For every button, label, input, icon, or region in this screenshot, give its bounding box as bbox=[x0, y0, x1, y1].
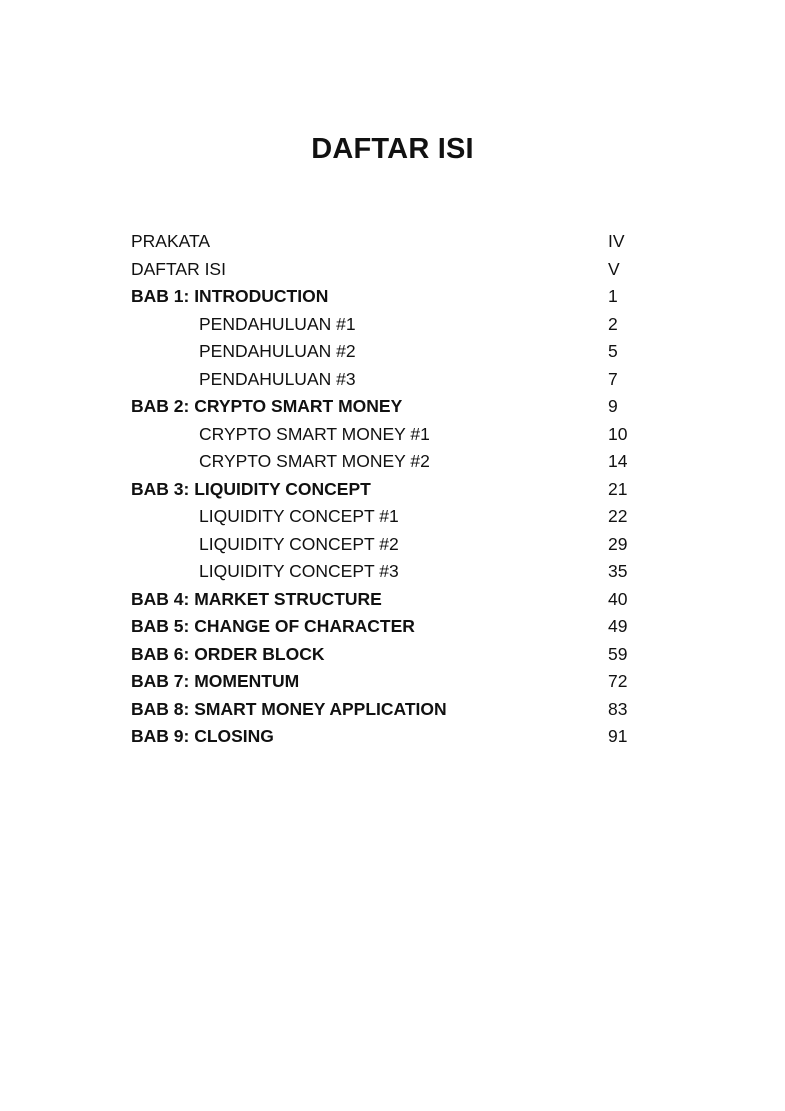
toc-entry: BAB 6: ORDER BLOCK 59 bbox=[131, 641, 651, 669]
toc-entry-page-number: 91 bbox=[608, 726, 628, 746]
toc-entry-label: PENDAHULUAN #1 bbox=[199, 313, 356, 334]
toc-entry-page-number: 49 bbox=[608, 616, 628, 636]
toc-entry-label: BAB 7: MOMENTUM bbox=[131, 671, 300, 691]
toc-entry: BAB 2: CRYPTO SMART MONEY 9 bbox=[131, 393, 651, 421]
toc-entry-label: BAB 3: LIQUIDITY CONCEPT bbox=[131, 478, 371, 499]
toc-entry-page-number: 29 bbox=[608, 533, 628, 554]
toc-entry-page-number: 9 bbox=[608, 396, 618, 416]
toc-entry-label: PENDAHULUAN #3 bbox=[199, 368, 356, 389]
toc-entry: BAB 8: SMART MONEY APPLICATION 83 bbox=[131, 696, 651, 724]
toc-entry-label: BAB 2: CRYPTO SMART MONEY bbox=[131, 396, 403, 416]
toc-entry-label: CRYPTO SMART MONEY #2 bbox=[199, 451, 430, 471]
toc-entry-page-number: 5 bbox=[608, 341, 618, 361]
toc-entry-page-number: 14 bbox=[608, 451, 628, 471]
toc-entry: LIQUIDITY CONCEPT #3 35 bbox=[131, 558, 651, 586]
toc-entry-page-number: 22 bbox=[608, 506, 628, 526]
table-of-contents: PRAKATA IV DAFTAR ISI V BAB 1: INTRODUCTION 1… bbox=[131, 228, 651, 751]
toc-entry-label: BAB 4: MARKET STRUCTURE bbox=[131, 588, 382, 609]
toc-entry: LIQUIDITY CONCEPT #2 29 bbox=[131, 531, 651, 559]
toc-entry-page-number: 21 bbox=[608, 478, 628, 499]
toc-entry-label: BAB 6: ORDER BLOCK bbox=[131, 643, 325, 664]
toc-entry-page-number: 59 bbox=[608, 643, 628, 664]
toc-entry-label: LIQUIDITY CONCEPT #3 bbox=[199, 561, 399, 581]
toc-entry-page-number: 2 bbox=[608, 313, 618, 334]
toc-entry-label: BAB 9: CLOSING bbox=[131, 726, 274, 746]
toc-entry: BAB 9: CLOSING 91 bbox=[131, 723, 651, 751]
toc-entry: LIQUIDITY CONCEPT #1 22 bbox=[131, 503, 651, 531]
toc-entry-page-number: 40 bbox=[608, 588, 628, 609]
toc-entry-label: BAB 5: CHANGE OF CHARACTER bbox=[131, 616, 415, 636]
toc-entry-page-number: IV bbox=[608, 231, 625, 251]
toc-entry-page-number: 35 bbox=[608, 561, 628, 581]
toc-entry-page-number: V bbox=[608, 258, 620, 279]
toc-entry-page-number: 10 bbox=[608, 423, 628, 444]
toc-entry-label: PRAKATA bbox=[131, 231, 211, 251]
toc-entry-label: BAB 8: SMART MONEY APPLICATION bbox=[131, 698, 447, 719]
toc-entry: BAB 4: MARKET STRUCTURE 40 bbox=[131, 586, 651, 614]
toc-entry-page-number: 1 bbox=[608, 286, 618, 306]
toc-entry: BAB 5: CHANGE OF CHARACTER 49 bbox=[131, 613, 651, 641]
toc-entry-label: BAB 1: INTRODUCTION bbox=[131, 286, 329, 306]
toc-entry-label: DAFTAR ISI bbox=[131, 258, 226, 279]
toc-entry: PENDAHULUAN #1 2 bbox=[131, 311, 651, 339]
toc-entry-label: LIQUIDITY CONCEPT #1 bbox=[199, 506, 399, 526]
toc-entry-page-number: 72 bbox=[608, 671, 628, 691]
toc-entry: CRYPTO SMART MONEY #1 10 bbox=[131, 421, 651, 449]
toc-entry-page-number: 7 bbox=[608, 368, 618, 389]
toc-entry: CRYPTO SMART MONEY #2 14 bbox=[131, 448, 651, 476]
toc-entry-label: PENDAHULUAN #2 bbox=[199, 341, 356, 361]
toc-entry: PRAKATA IV bbox=[131, 228, 651, 256]
toc-entry: BAB 7: MOMENTUM 72 bbox=[131, 668, 651, 696]
toc-entry: PENDAHULUAN #3 7 bbox=[131, 366, 651, 394]
toc-entry: DAFTAR ISI V bbox=[131, 256, 651, 284]
page-title: DAFTAR ISI bbox=[311, 133, 474, 165]
toc-entry-label: LIQUIDITY CONCEPT #2 bbox=[199, 533, 399, 554]
toc-entry: BAB 3: LIQUIDITY CONCEPT 21 bbox=[131, 476, 651, 504]
toc-entry-page-number: 83 bbox=[608, 698, 628, 719]
toc-entry: PENDAHULUAN #2 5 bbox=[131, 338, 651, 366]
toc-entry: BAB 1: INTRODUCTION 1 bbox=[131, 283, 651, 311]
toc-entry-label: CRYPTO SMART MONEY #1 bbox=[199, 423, 430, 444]
